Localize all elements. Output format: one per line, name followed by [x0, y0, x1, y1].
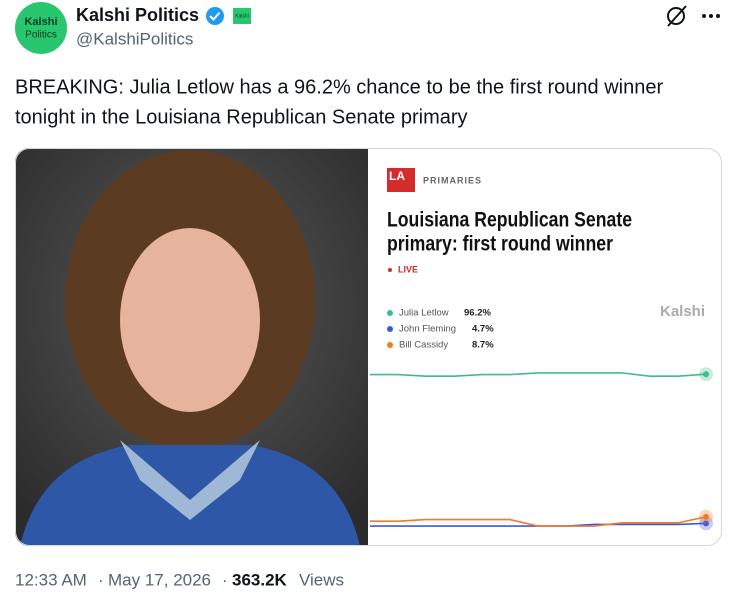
- chart-title: Louisiana Republican Senate: [387, 209, 632, 232]
- verified-check: [209, 11, 221, 21]
- photo-scarf: [120, 440, 260, 520]
- views-label: Views: [299, 570, 344, 589]
- series-line: [370, 516, 707, 527]
- logo-text: LA: [389, 169, 405, 183]
- logo-box: [387, 168, 415, 192]
- separator: ·: [98, 570, 104, 589]
- legend-label: Julia Letlow: [399, 308, 449, 319]
- grok-icon[interactable]: [667, 5, 687, 27]
- avatar[interactable]: [15, 2, 67, 54]
- legend-value: 96.2%: [464, 308, 491, 319]
- legend-label: Bill Cassidy: [399, 340, 448, 351]
- photo-face: [120, 228, 260, 412]
- affiliate-text: Kalshi: [235, 13, 249, 19]
- legend-dot: [387, 342, 393, 348]
- chart: Julia Letlow 96.2% John Fleming 4.7% Bill Ca…: [370, 308, 713, 531]
- media-card[interactable]: [15, 148, 722, 546]
- author-handle[interactable]: @KalshiPolitics: [76, 29, 193, 48]
- photo-shoulders: [20, 445, 360, 546]
- end-point: [703, 371, 709, 378]
- legend-label: John Fleming: [399, 324, 456, 335]
- post-text: BREAKING: Julia Letlow has a 96.2% chanc…: [15, 76, 663, 98]
- legend-value: 8.7%: [472, 340, 494, 351]
- avatar-text: Kalshi: [24, 16, 57, 28]
- brand: Kalshi: [660, 303, 705, 320]
- legend-dot: [387, 326, 393, 332]
- end-point: [703, 520, 709, 527]
- affiliate-badge[interactable]: [233, 8, 251, 24]
- post-date[interactable]: May 17, 2026: [108, 570, 211, 589]
- end-point: [703, 513, 709, 520]
- live-label: LIVE: [398, 264, 418, 274]
- more-icon[interactable]: [702, 14, 720, 18]
- card-border: [15, 148, 722, 546]
- legend-value: 4.7%: [472, 324, 494, 335]
- avatar-text: Politics: [25, 30, 57, 41]
- view-count: 363.2K: [232, 570, 288, 589]
- series-line: [370, 372, 707, 377]
- chart-title: primary: first round winner: [387, 233, 613, 256]
- legend-dot: [387, 310, 393, 316]
- author-name[interactable]: Kalshi Politics: [76, 5, 199, 25]
- section-label: PRIMARIES: [423, 175, 482, 185]
- post-time[interactable]: 12:33 AM: [15, 570, 87, 589]
- verified-icon: [206, 7, 224, 25]
- chart-panel: [368, 148, 722, 546]
- live-dot: [388, 268, 392, 272]
- separator: ·: [222, 570, 228, 589]
- post-text: tonight in the Louisiana Republican Sena…: [15, 106, 468, 128]
